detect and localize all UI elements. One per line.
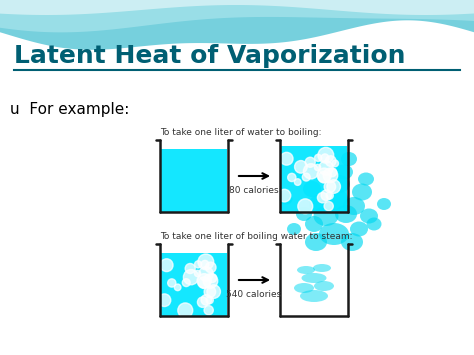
Circle shape	[197, 274, 211, 288]
Bar	[281, 146, 347, 212]
Ellipse shape	[360, 208, 378, 224]
Circle shape	[318, 171, 330, 183]
Circle shape	[207, 285, 220, 299]
Circle shape	[327, 180, 340, 193]
Polygon shape	[0, 0, 474, 32]
Circle shape	[294, 160, 307, 173]
Ellipse shape	[313, 206, 338, 226]
Circle shape	[197, 297, 208, 307]
Ellipse shape	[319, 223, 349, 245]
Circle shape	[174, 284, 181, 291]
Ellipse shape	[301, 273, 327, 283]
Circle shape	[305, 157, 315, 167]
Circle shape	[280, 152, 293, 165]
Ellipse shape	[280, 193, 292, 204]
Circle shape	[324, 202, 333, 211]
Circle shape	[325, 156, 336, 166]
Ellipse shape	[341, 233, 363, 251]
Polygon shape	[0, 0, 474, 15]
Bar	[161, 253, 227, 316]
Circle shape	[298, 199, 313, 214]
Circle shape	[203, 274, 218, 288]
Circle shape	[168, 279, 176, 287]
Ellipse shape	[314, 281, 334, 291]
Circle shape	[294, 179, 301, 185]
Circle shape	[323, 168, 338, 182]
Ellipse shape	[313, 264, 331, 272]
Circle shape	[160, 259, 173, 272]
Text: u  For example:: u For example:	[10, 102, 129, 117]
Circle shape	[201, 260, 209, 268]
Ellipse shape	[297, 266, 315, 274]
Ellipse shape	[305, 233, 327, 251]
Circle shape	[204, 286, 216, 297]
Text: Latent Heat of Vaporization: Latent Heat of Vaporization	[14, 44, 405, 68]
Ellipse shape	[350, 222, 368, 236]
Ellipse shape	[335, 164, 353, 180]
Circle shape	[204, 306, 213, 315]
Text: 80 calories: 80 calories	[229, 186, 279, 195]
Circle shape	[332, 160, 338, 167]
Circle shape	[194, 270, 201, 277]
Circle shape	[208, 274, 217, 283]
Ellipse shape	[320, 188, 348, 210]
Circle shape	[198, 277, 210, 289]
Circle shape	[185, 263, 195, 274]
Bar	[161, 149, 227, 212]
Ellipse shape	[377, 198, 391, 210]
Circle shape	[315, 154, 322, 162]
Circle shape	[302, 173, 310, 181]
Ellipse shape	[305, 216, 323, 232]
Ellipse shape	[315, 169, 333, 183]
Circle shape	[183, 269, 199, 285]
Text: To take one liter of boiling water to steam:: To take one liter of boiling water to st…	[160, 232, 353, 241]
Circle shape	[206, 296, 213, 304]
Circle shape	[201, 295, 211, 305]
Ellipse shape	[294, 283, 314, 293]
Circle shape	[318, 192, 328, 203]
Circle shape	[199, 267, 213, 281]
Ellipse shape	[300, 290, 328, 302]
Ellipse shape	[303, 181, 321, 197]
Circle shape	[321, 154, 329, 162]
Circle shape	[326, 192, 333, 199]
Ellipse shape	[341, 152, 357, 166]
Ellipse shape	[335, 205, 357, 223]
Circle shape	[288, 173, 296, 182]
Circle shape	[182, 279, 190, 286]
Circle shape	[205, 262, 216, 273]
Circle shape	[324, 181, 336, 192]
Text: 540 calories: 540 calories	[227, 290, 282, 299]
Circle shape	[319, 161, 333, 175]
Ellipse shape	[309, 158, 323, 170]
Circle shape	[178, 303, 193, 318]
Ellipse shape	[309, 195, 329, 213]
Polygon shape	[0, 0, 474, 50]
Ellipse shape	[287, 223, 301, 235]
Circle shape	[198, 254, 214, 270]
Ellipse shape	[328, 175, 350, 193]
Circle shape	[328, 168, 337, 177]
Ellipse shape	[358, 173, 374, 186]
Circle shape	[194, 261, 202, 268]
Circle shape	[317, 168, 331, 182]
Circle shape	[158, 294, 171, 306]
Circle shape	[303, 164, 319, 179]
Ellipse shape	[343, 197, 365, 215]
Circle shape	[321, 190, 332, 201]
Ellipse shape	[296, 207, 312, 221]
Circle shape	[314, 164, 321, 171]
Ellipse shape	[352, 184, 372, 201]
Circle shape	[278, 189, 291, 202]
Circle shape	[318, 147, 334, 163]
Text: To take one liter of water to boiling:: To take one liter of water to boiling:	[160, 128, 321, 137]
Ellipse shape	[366, 218, 382, 230]
